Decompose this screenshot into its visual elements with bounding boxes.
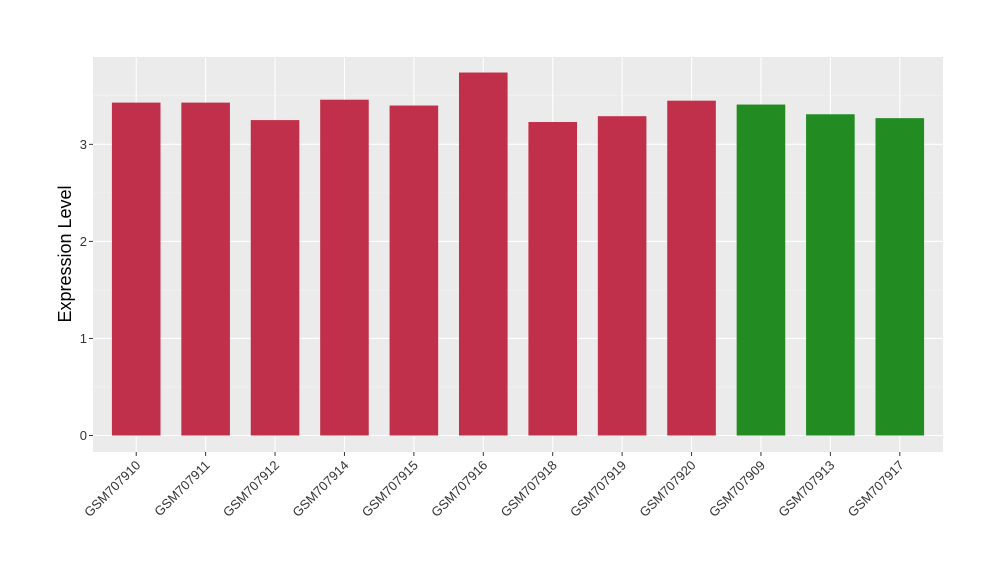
bars bbox=[111, 72, 925, 436]
x-tick-label-GSM707917: GSM707917 bbox=[845, 458, 907, 520]
plot-panel bbox=[93, 57, 943, 452]
x-tick-label-GSM707912: GSM707912 bbox=[220, 458, 282, 520]
bar-GSM707919 bbox=[597, 116, 647, 436]
x-tick-label-GSM707910: GSM707910 bbox=[81, 458, 143, 520]
y-tick-label: 1 bbox=[80, 331, 87, 346]
x-tick-label-GSM707915: GSM707915 bbox=[359, 458, 421, 520]
x-tick-label-GSM707919: GSM707919 bbox=[567, 458, 629, 520]
y-tick-label: 2 bbox=[80, 234, 87, 249]
bar-GSM707920 bbox=[667, 100, 716, 436]
bar-GSM707911 bbox=[181, 102, 230, 436]
x-axis: GSM707910 GSM707911 GSM707912 GSM707914 GSM7… bbox=[81, 452, 907, 520]
x-tick-label-GSM707918: GSM707918 bbox=[498, 458, 560, 520]
y-tick-label: 3 bbox=[80, 137, 87, 152]
bar-GSM707909 bbox=[736, 104, 786, 436]
bar-GSM707914 bbox=[320, 99, 369, 436]
x-tick-label-GSM707909: GSM707909 bbox=[706, 458, 768, 520]
bar-GSM707915 bbox=[389, 105, 439, 436]
bar-GSM707910 bbox=[111, 102, 161, 436]
bar-GSM707917 bbox=[875, 118, 925, 436]
x-tick-label-GSM707914: GSM707914 bbox=[289, 458, 351, 520]
x-tick-label-GSM707913: GSM707913 bbox=[775, 458, 837, 520]
bar-GSM707918 bbox=[528, 122, 578, 436]
y-axis: 0 1 2 3 bbox=[80, 137, 93, 443]
bar-GSM707912 bbox=[250, 120, 300, 436]
minor-gridlines bbox=[93, 95, 943, 388]
bar-GSM707913 bbox=[806, 114, 855, 436]
bar-GSM707916 bbox=[458, 72, 508, 436]
y-axis-title: Expression Level bbox=[55, 185, 75, 322]
y-tick-label: 0 bbox=[80, 428, 87, 443]
x-tick-label-GSM707911: GSM707911 bbox=[151, 458, 213, 520]
x-tick-label-GSM707920: GSM707920 bbox=[636, 458, 698, 520]
x-tick-label-GSM707916: GSM707916 bbox=[428, 458, 490, 520]
